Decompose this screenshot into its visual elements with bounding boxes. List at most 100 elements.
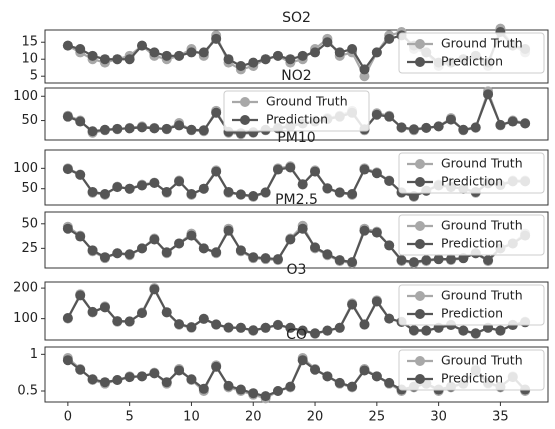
legend-marker: [415, 39, 425, 49]
point: [87, 126, 98, 137]
point: [421, 255, 432, 266]
point: [359, 365, 370, 376]
point: [384, 111, 395, 122]
point: [124, 123, 135, 134]
point: [149, 284, 160, 295]
point: [161, 50, 172, 61]
legend-marker: [415, 356, 425, 366]
legend-box: [398, 32, 545, 74]
x-tick-label: 25: [369, 410, 386, 425]
point: [371, 109, 382, 120]
point: [75, 231, 86, 242]
point: [297, 355, 308, 366]
point: [149, 47, 160, 58]
point: [235, 322, 246, 333]
point: [99, 189, 110, 199]
legend-label: Prediction: [266, 112, 328, 127]
point: [124, 249, 135, 260]
point: [495, 325, 506, 336]
y-tick-label: 50: [21, 113, 38, 128]
point: [87, 245, 98, 256]
point: [272, 254, 283, 265]
point: [347, 189, 358, 199]
legend-label: Ground Truth: [441, 156, 523, 171]
x-tick-label: 35: [492, 410, 509, 425]
legend-label: Ground Truth: [441, 218, 523, 233]
point: [359, 64, 370, 75]
point: [87, 374, 98, 385]
subplot-title: PM10: [277, 130, 315, 146]
legend-marker: [415, 291, 425, 301]
point: [75, 169, 86, 180]
legend-label: Prediction: [441, 306, 503, 321]
point: [99, 302, 110, 313]
legend-label: Ground Truth: [441, 36, 523, 51]
point: [186, 230, 197, 241]
point: [421, 122, 432, 133]
point: [384, 377, 395, 388]
legend-marker: [415, 309, 425, 319]
point: [408, 325, 419, 336]
point: [149, 368, 160, 379]
point: [408, 257, 419, 268]
point: [161, 247, 172, 258]
point: [223, 186, 234, 197]
x-tick-label: 10: [183, 410, 200, 425]
point: [260, 187, 271, 198]
point: [408, 191, 419, 202]
point: [211, 107, 222, 118]
legend-marker: [415, 221, 425, 231]
point: [507, 116, 518, 127]
point: [62, 164, 73, 175]
point: [285, 322, 296, 333]
point: [235, 189, 246, 200]
point: [161, 377, 172, 388]
point: [211, 33, 222, 44]
point: [297, 50, 308, 61]
legend-label: Ground Truth: [441, 353, 523, 368]
point: [371, 168, 382, 179]
x-tick-label: 30: [430, 410, 447, 425]
point: [124, 183, 135, 194]
y-tick-label: 50: [21, 181, 38, 196]
point: [483, 255, 494, 266]
point: [137, 122, 148, 133]
legend-label: Ground Truth: [441, 288, 523, 303]
point: [198, 313, 209, 324]
y-tick-label: 0.5: [17, 384, 38, 399]
y-tick-label: 100: [13, 89, 38, 104]
point: [260, 253, 271, 264]
point: [371, 296, 382, 307]
point: [87, 186, 98, 197]
point: [272, 320, 283, 331]
point: [310, 364, 321, 375]
point: [186, 189, 197, 199]
point: [310, 242, 321, 253]
point: [272, 386, 283, 396]
point: [211, 319, 222, 330]
point: [297, 223, 308, 234]
point: [433, 254, 444, 265]
point: [371, 371, 382, 382]
subplot-title: O3: [287, 262, 307, 278]
legend-marker: [415, 177, 425, 187]
point: [149, 234, 160, 245]
point: [384, 175, 395, 186]
subplot-title: NO2: [281, 68, 311, 84]
point: [322, 371, 333, 382]
point: [334, 322, 345, 333]
point: [421, 325, 432, 336]
point: [223, 225, 234, 236]
point: [211, 247, 222, 258]
point: [198, 383, 209, 394]
point: [334, 377, 345, 388]
point: [75, 116, 86, 127]
point: [137, 308, 148, 319]
point: [470, 122, 481, 133]
point: [322, 249, 333, 260]
point: [137, 243, 148, 254]
x-tick-label: 0: [64, 410, 72, 425]
point: [458, 124, 469, 135]
point: [62, 223, 73, 234]
